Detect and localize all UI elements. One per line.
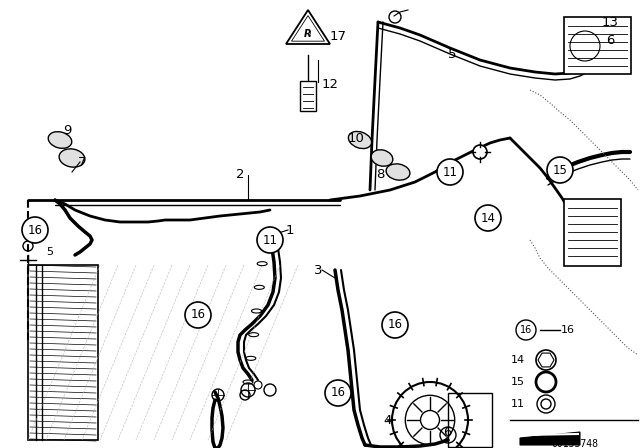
Text: !: ! <box>308 31 312 37</box>
Ellipse shape <box>348 131 372 149</box>
Text: 16: 16 <box>387 319 403 332</box>
Circle shape <box>475 205 501 231</box>
Text: 5: 5 <box>47 247 54 257</box>
Text: 14: 14 <box>511 355 525 365</box>
Circle shape <box>325 380 351 406</box>
Text: 00153748: 00153748 <box>552 439 598 448</box>
Text: R: R <box>304 29 312 39</box>
Text: 11: 11 <box>262 233 278 246</box>
Circle shape <box>473 145 487 159</box>
Ellipse shape <box>386 164 410 180</box>
Circle shape <box>437 159 463 185</box>
Polygon shape <box>520 432 580 445</box>
Ellipse shape <box>48 132 72 148</box>
Text: 9: 9 <box>63 124 71 137</box>
Text: 11: 11 <box>442 165 458 178</box>
Circle shape <box>22 217 48 243</box>
Text: 10: 10 <box>348 132 364 145</box>
Bar <box>28 265 98 440</box>
Text: 2: 2 <box>236 168 244 181</box>
Text: 6: 6 <box>606 34 614 47</box>
Text: 16: 16 <box>520 325 532 335</box>
Text: 15: 15 <box>552 164 568 177</box>
FancyBboxPatch shape <box>564 199 621 266</box>
Text: 7: 7 <box>77 155 86 168</box>
Text: 1: 1 <box>285 224 294 237</box>
Text: 16: 16 <box>330 387 346 400</box>
Text: 16: 16 <box>191 309 205 322</box>
Text: 12: 12 <box>321 78 339 91</box>
Circle shape <box>185 302 211 328</box>
Text: 16: 16 <box>561 325 575 335</box>
Text: 17: 17 <box>330 30 346 43</box>
Circle shape <box>382 312 408 338</box>
Circle shape <box>516 320 536 340</box>
Text: 5: 5 <box>448 48 456 61</box>
Text: 13: 13 <box>602 16 618 29</box>
Text: 16: 16 <box>28 224 42 237</box>
Text: 3: 3 <box>314 263 323 276</box>
FancyBboxPatch shape <box>300 81 316 111</box>
Text: 11: 11 <box>511 399 525 409</box>
Circle shape <box>547 157 573 183</box>
Ellipse shape <box>371 150 393 166</box>
Text: 15: 15 <box>511 377 525 387</box>
Text: 6: 6 <box>443 426 451 439</box>
Circle shape <box>257 227 283 253</box>
Ellipse shape <box>59 149 85 167</box>
Text: 14: 14 <box>481 211 495 224</box>
FancyBboxPatch shape <box>564 17 631 74</box>
Text: 8: 8 <box>376 168 384 181</box>
Text: 4: 4 <box>384 414 392 426</box>
